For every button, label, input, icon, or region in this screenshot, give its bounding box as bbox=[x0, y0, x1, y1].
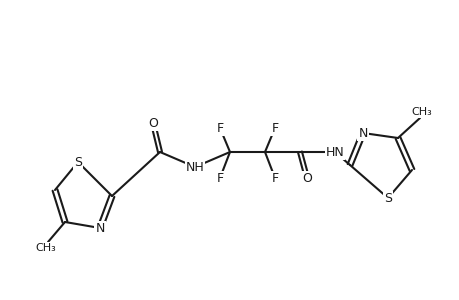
Text: F: F bbox=[216, 122, 223, 134]
Text: F: F bbox=[271, 172, 278, 184]
Text: CH₃: CH₃ bbox=[35, 243, 56, 253]
Text: O: O bbox=[148, 116, 157, 130]
Text: S: S bbox=[383, 191, 391, 205]
Text: N: N bbox=[358, 127, 367, 140]
Text: S: S bbox=[74, 155, 82, 169]
Text: NH: NH bbox=[185, 160, 204, 173]
Text: F: F bbox=[271, 122, 278, 134]
Text: N: N bbox=[95, 221, 105, 235]
Text: HN: HN bbox=[325, 146, 344, 158]
Text: O: O bbox=[302, 172, 311, 184]
Text: F: F bbox=[216, 172, 223, 184]
Text: CH₃: CH₃ bbox=[411, 107, 431, 117]
